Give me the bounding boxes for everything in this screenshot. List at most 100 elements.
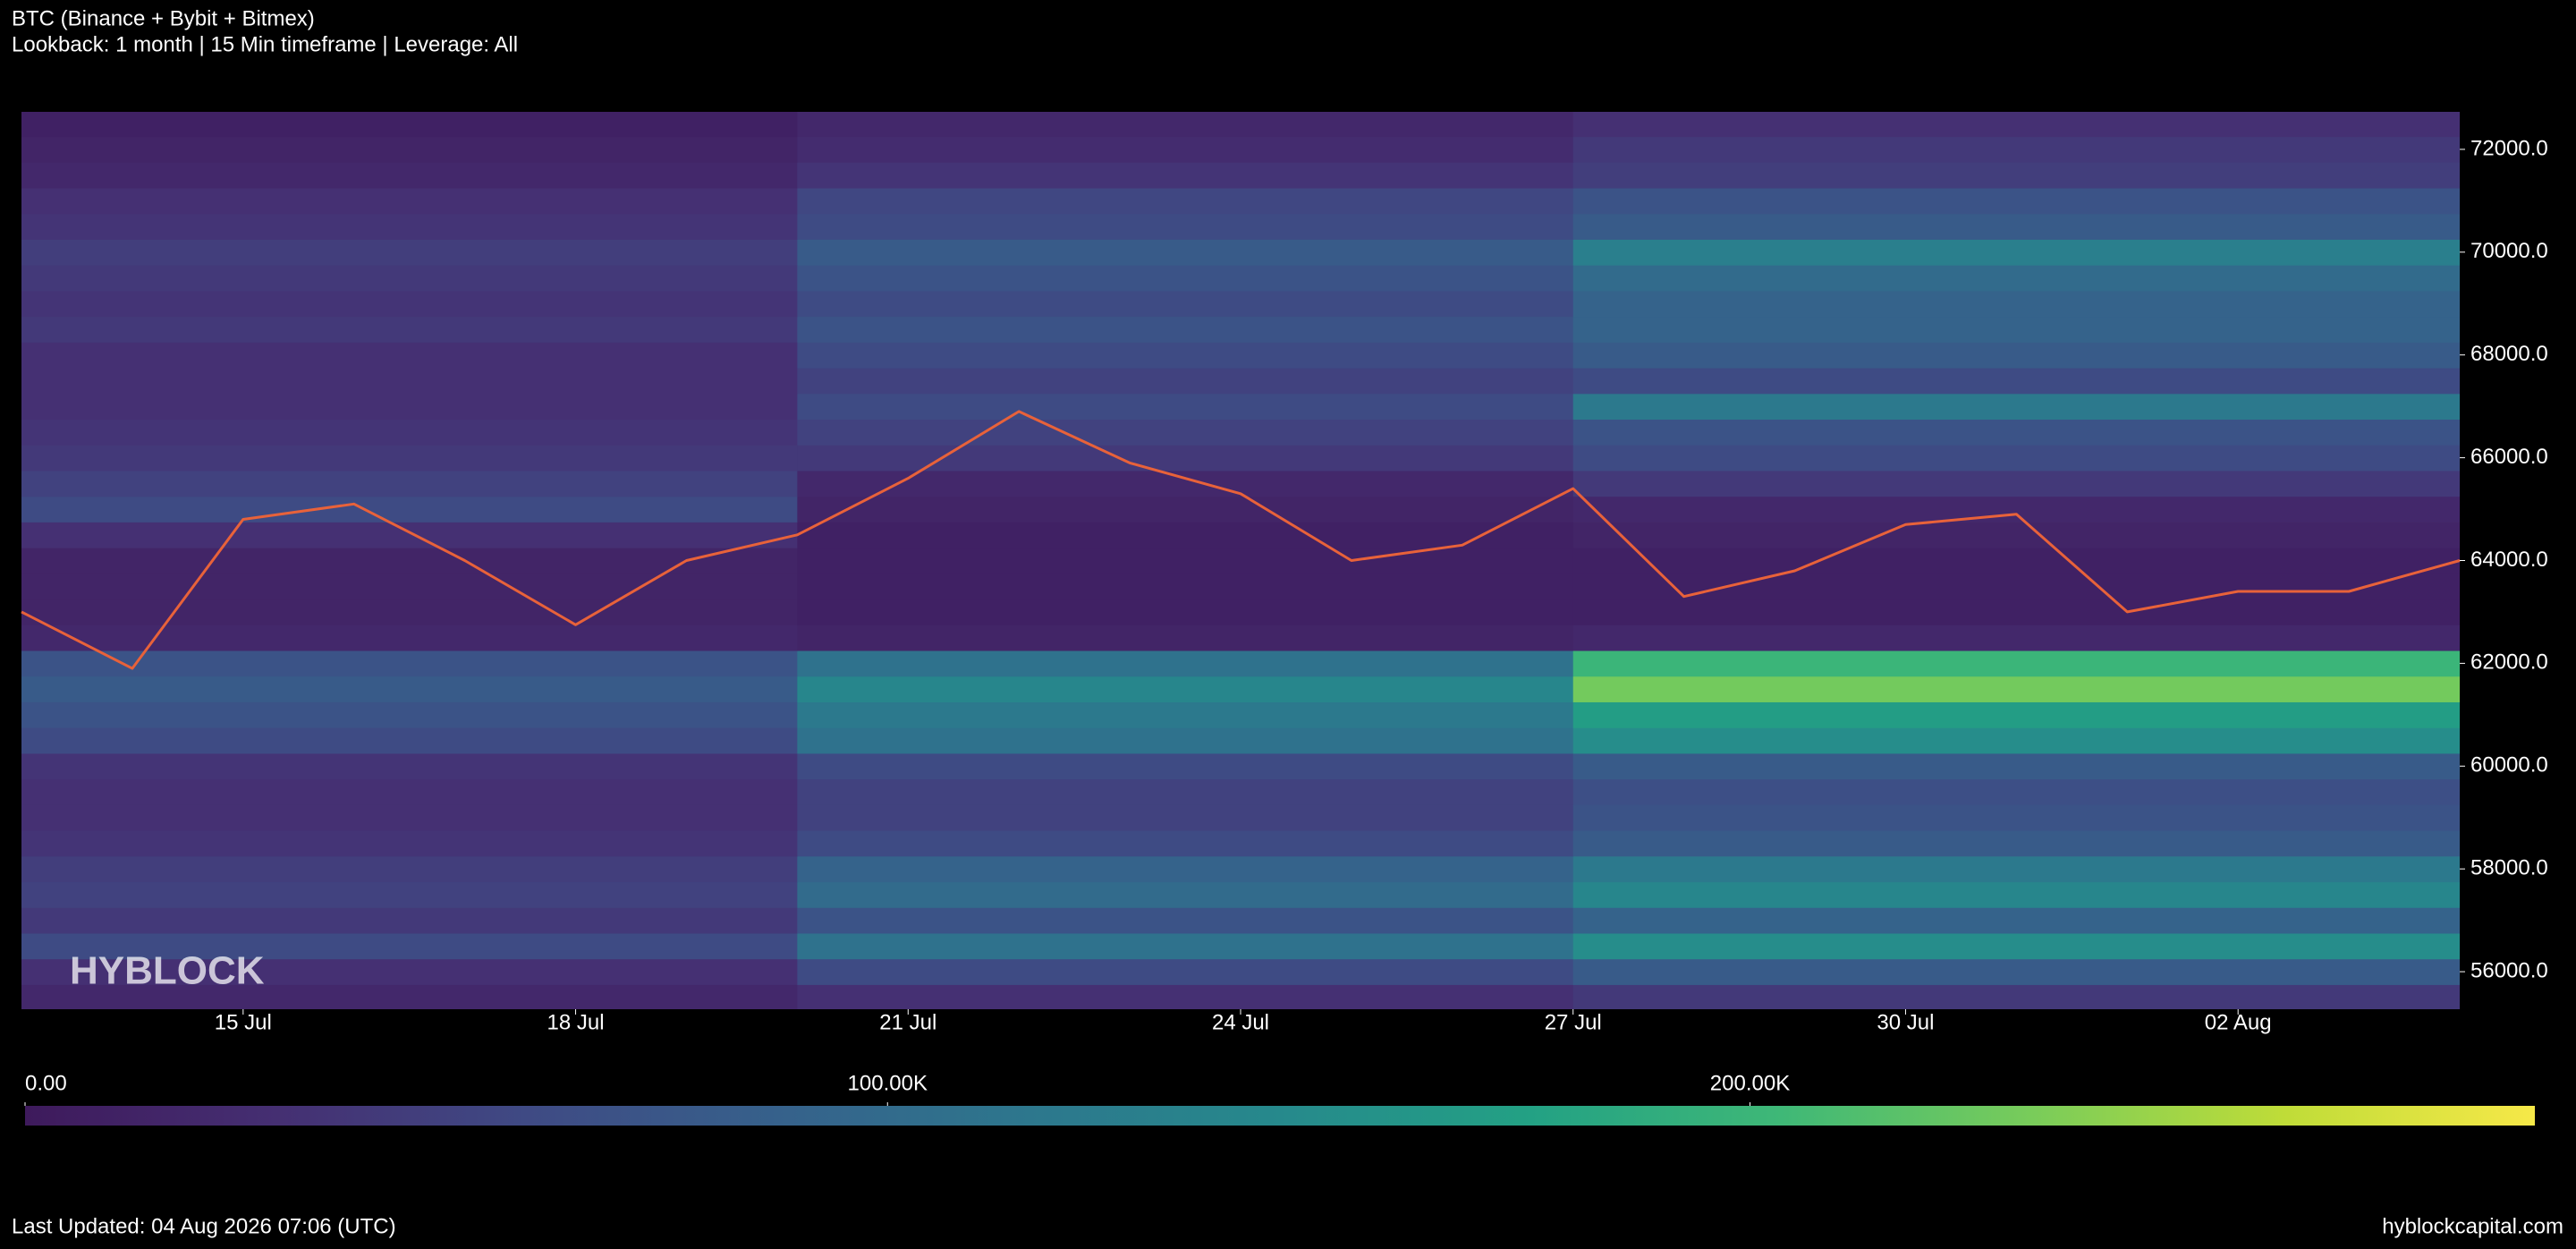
heat-cell (797, 213, 1574, 240)
heat-cell (21, 752, 798, 780)
heat-cell (797, 804, 1574, 831)
y-tick-label: 58000.0 (2470, 856, 2548, 880)
heat-cell (797, 136, 1574, 163)
heatmap (21, 112, 2460, 1009)
heat-cell (797, 984, 1574, 1009)
heat-cell (797, 958, 1574, 985)
heat-cell (797, 599, 1574, 625)
heat-cell (21, 522, 798, 548)
heat-cell (1572, 932, 2460, 960)
heat-cell (797, 419, 1574, 446)
heat-cell (1572, 522, 2460, 548)
y-tick-label: 70000.0 (2470, 239, 2548, 263)
heat-cell (21, 624, 798, 651)
heat-cell (1572, 830, 2460, 857)
heat-cell (797, 701, 1574, 728)
chart-subtitle: Lookback: 1 month | 15 Min timeframe | L… (12, 32, 518, 56)
y-tick-label: 66000.0 (2470, 445, 2548, 469)
heat-cell (21, 727, 798, 754)
price-line (21, 410, 2461, 670)
heat-cell (21, 162, 798, 189)
colorbar-tick-label: 200.00K (1710, 1071, 1790, 1095)
heat-cell (797, 496, 1574, 523)
heat-cell (797, 624, 1574, 651)
heat-cell (797, 778, 1574, 805)
heat-cell (797, 855, 1574, 883)
heat-cell (21, 907, 798, 934)
heat-cell (21, 496, 798, 523)
x-tick-label: 02 Aug (2205, 1010, 2272, 1034)
colorbar-tick-label: 0.00 (25, 1071, 67, 1095)
heat-cell (797, 752, 1574, 780)
heat-cell (21, 393, 798, 421)
heat-cell (797, 907, 1574, 934)
heat-cell (797, 162, 1574, 189)
y-tick-label: 62000.0 (2470, 650, 2548, 675)
heat-cell (1572, 112, 2460, 138)
heat-cell (797, 316, 1574, 343)
heat-cell (797, 650, 1574, 677)
heat-cell (1572, 984, 2460, 1009)
heat-cell (797, 727, 1574, 754)
overlay: 56000.0 58000.0 60000.0 62000.0 64000.0 66000… (21, 136, 2548, 1126)
heat-cell (797, 932, 1574, 960)
heat-cell (21, 958, 798, 985)
heat-cell (21, 136, 798, 163)
y-tick-label: 68000.0 (2470, 342, 2548, 366)
heat-cell (797, 239, 1574, 266)
footer-site: hyblockcapital.com (2382, 1214, 2563, 1238)
colorbar (25, 1106, 2535, 1126)
heat-cell (797, 881, 1574, 908)
heat-cell (797, 522, 1574, 548)
heat-cell (1572, 907, 2460, 934)
heat-cell (1572, 752, 2460, 780)
heat-cell (797, 188, 1574, 215)
heat-cell (21, 265, 798, 292)
heat-cell (21, 830, 798, 857)
heat-cell (1572, 265, 2460, 292)
heat-cell (1572, 727, 2460, 754)
heat-cell (21, 112, 798, 138)
heat-cell (1572, 496, 2460, 523)
heat-cell (1572, 958, 2460, 985)
heat-cell (1572, 393, 2460, 421)
heat-cell (21, 548, 798, 574)
heat-cell (21, 445, 798, 472)
heat-cell (21, 855, 798, 883)
heat-cell (797, 573, 1574, 600)
watermark: HYBLOCK (70, 949, 265, 993)
heat-cell (797, 342, 1574, 369)
y-tick-label: 72000.0 (2470, 136, 2548, 160)
heat-cell (21, 881, 798, 908)
heat-cell (1572, 778, 2460, 805)
heat-cell (21, 419, 798, 446)
heat-cell (1572, 675, 2460, 702)
heat-cell (21, 701, 798, 728)
y-tick-label: 56000.0 (2470, 958, 2548, 982)
colorbar-tick-label: 100.00K (848, 1071, 928, 1095)
y-tick-label: 64000.0 (2470, 548, 2548, 572)
heat-cell (1572, 470, 2460, 497)
heat-cell (1572, 445, 2460, 472)
footer-updated: Last Updated: 04 Aug 2026 07:06 (UTC) (12, 1214, 396, 1238)
heat-cell (1572, 213, 2460, 240)
heat-cell (797, 368, 1574, 395)
heat-cell (1572, 573, 2460, 600)
heat-cell (1572, 239, 2460, 266)
heat-cell (1572, 342, 2460, 369)
heat-cell (797, 393, 1574, 421)
heat-cell (797, 290, 1574, 318)
heat-cell (797, 470, 1574, 497)
chart-title: BTC (Binance + Bybit + Bitmex) (12, 6, 315, 30)
heat-cell (21, 470, 798, 497)
heat-cell (21, 984, 798, 1009)
heat-cell (1572, 804, 2460, 831)
heat-cell (1572, 368, 2460, 395)
heat-cell (21, 573, 798, 600)
heat-cell (21, 368, 798, 395)
heat-cell (1572, 188, 2460, 215)
heat-cell (21, 316, 798, 343)
heat-cell (1572, 548, 2460, 574)
heat-cell (1572, 162, 2460, 189)
heat-cell (797, 112, 1574, 138)
